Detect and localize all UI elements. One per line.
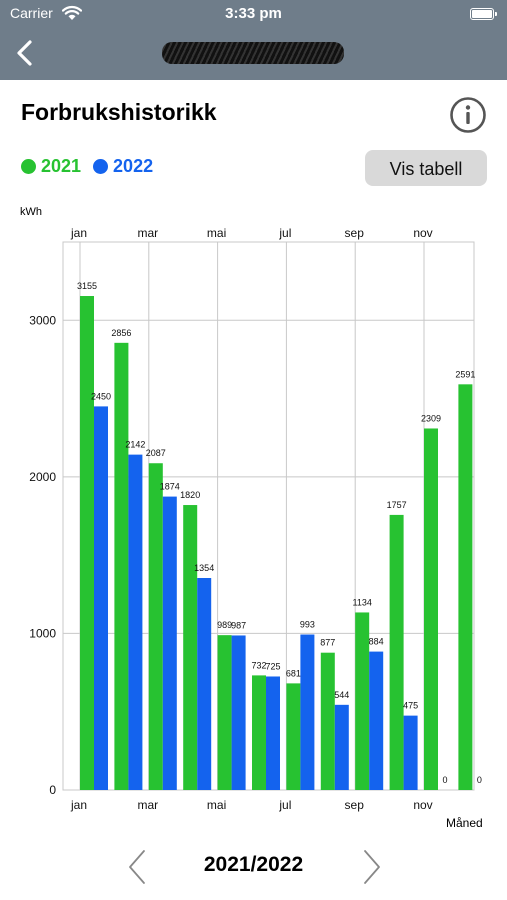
y-tick-label: 3000 [29,313,56,327]
data-label-2021-sep: 1134 [353,597,372,607]
data-label-2021-jan: 3155 [77,281,97,291]
x-tick-label-top: jan [70,226,87,240]
data-label-2022-okt: 475 [403,701,418,711]
y-axis-unit-label: kWh [20,206,42,218]
legend-dot-2022 [93,159,109,174]
x-tick-label-bottom: sep [345,798,365,812]
legend-label-2022: 2022 [113,156,154,176]
data-label-2022-mai: 987 [231,620,246,630]
previous-period-button[interactable] [125,848,149,886]
page-title: Forbrukshistorikk [21,99,217,125]
bar-2021-aug[interactable] [320,652,335,790]
data-label-2022-apr: 1354 [194,563,214,573]
info-button[interactable] [449,96,487,134]
bar-2021-okt[interactable] [389,514,404,790]
redacted-title [162,42,344,64]
battery-icon [470,8,497,20]
bar-2021-mar[interactable] [148,463,163,790]
bar-2022-jun[interactable] [266,676,280,790]
data-label-2021-nov: 2309 [421,413,441,423]
y-tick-label: 1000 [29,626,56,640]
legend-label-2021: 2021 [41,156,82,176]
bar-2021-des[interactable] [458,384,473,790]
bar-2022-feb[interactable] [128,454,143,790]
carrier-label: Carrier [10,5,53,21]
data-label-2022-jun: 725 [265,661,280,671]
data-label-2021-des: 2591 [455,369,475,379]
info-circle-icon [450,97,486,133]
data-label-2021-mar: 2087 [146,448,166,458]
chevron-right-icon [364,850,380,884]
x-tick-label-bottom: mar [137,798,158,812]
bar-2021-apr[interactable] [183,505,198,790]
legend-item-2021: 2021 [21,156,81,177]
data-label-2022-mar: 1874 [160,482,180,492]
bar-2022-apr[interactable] [197,578,212,790]
y-tick-label: 2000 [29,470,56,484]
y-tick-label: 0 [49,783,56,797]
data-label-2021-mai: 989 [217,620,232,630]
bar-2022-jul[interactable] [300,634,315,790]
data-label-2021-jul: 681 [286,668,301,678]
data-label-2022-feb: 2142 [125,440,145,450]
chevron-left-icon [17,40,32,66]
bar-2022-okt[interactable] [403,715,418,790]
back-button[interactable] [12,38,38,68]
x-tick-label-top: jul [278,226,291,240]
bar-2021-feb[interactable] [114,342,129,790]
chart-legend: 2021 2022 [21,156,165,177]
x-tick-label-bottom: jan [70,798,87,812]
period-pager: 2021/2022 [0,840,507,890]
bar-2022-mai[interactable] [231,635,246,790]
wifi-icon [62,5,82,20]
bar-2021-jun[interactable] [252,675,266,790]
next-period-button[interactable] [360,848,384,886]
bar-2021-mai[interactable] [217,635,232,790]
data-label-2022-jul: 993 [300,620,315,630]
data-label-2021-jun: 732 [251,660,266,670]
chevron-left-icon [129,850,145,884]
show-table-button[interactable]: Vis tabell [365,150,487,186]
data-label-2022-aug: 544 [334,690,349,700]
consumption-bar-chart: 0 1000 2000 3000 jan jan mar mar mai mai jul jul sep… [29,226,482,812]
bar-2021-nov[interactable] [424,428,438,790]
legend-item-2022: 2022 [93,156,153,177]
navigation-bar: Carrier 3:33 pm [0,0,507,80]
data-label-2021-apr: 1820 [180,490,200,500]
data-label-2021-aug: 877 [320,638,335,648]
period-label: 2021/2022 [203,853,304,876]
bar-2022-mar[interactable] [162,496,177,790]
x-tick-label-bottom: mai [207,798,226,812]
x-tick-label-bottom: jul [278,798,291,812]
x-tick-label-top: mai [207,226,226,240]
bar-2021-sep[interactable] [355,612,370,790]
bar-2021-jul[interactable] [286,683,301,790]
data-label-2021-okt: 1757 [387,500,407,510]
data-label-2022-nov: 0 [442,775,447,785]
bar-2021-jan[interactable] [80,296,94,790]
bar-2022-aug[interactable] [334,704,349,790]
status-time: 3:33 pm [225,5,282,22]
x-tick-label-top: mar [137,226,158,240]
data-label-2022-des: 0 [477,775,482,785]
x-tick-label-top: sep [345,226,365,240]
x-axis-title: Måned [446,816,483,830]
bar-2022-sep[interactable] [369,651,384,790]
data-label-2021-feb: 2856 [111,328,131,338]
bar-2022-jan[interactable] [94,406,108,790]
data-label-2022-jan: 2450 [91,391,111,401]
data-label-2022-sep: 884 [369,637,384,647]
status-bar: Carrier 3:33 pm [0,0,507,28]
x-tick-label-bottom: nov [413,798,432,812]
x-tick-label-top: nov [413,226,432,240]
legend-dot-2021 [21,159,36,174]
